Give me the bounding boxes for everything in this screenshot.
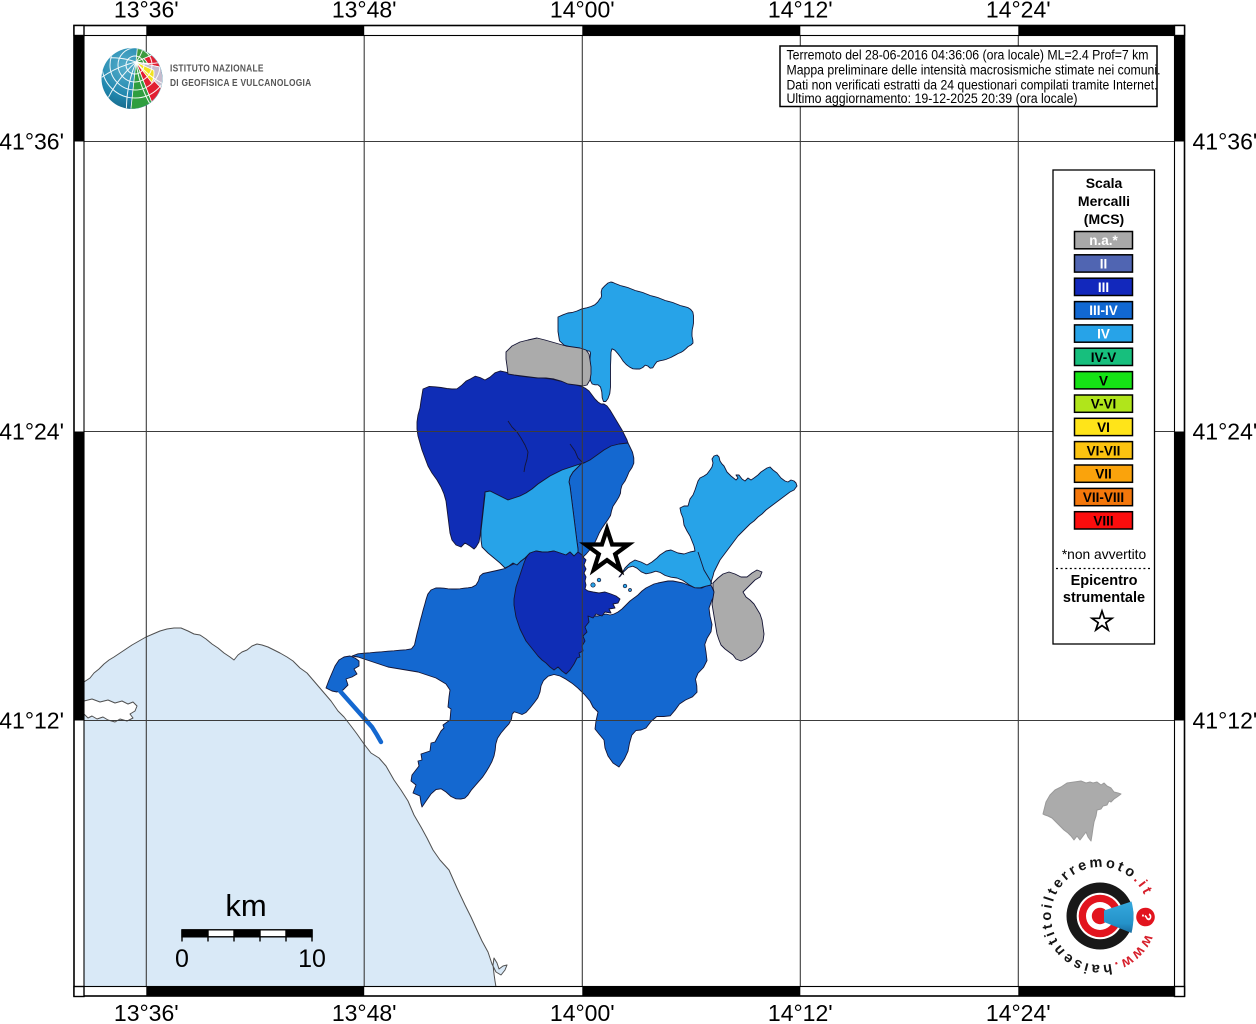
svg-text:13°48': 13°48' — [332, 1000, 397, 1024]
svg-text:Mercalli: Mercalli — [1078, 193, 1130, 209]
svg-text:?: ? — [1138, 911, 1154, 922]
svg-text:41°36': 41°36' — [0, 129, 64, 155]
svg-text:14°24': 14°24' — [986, 1000, 1051, 1024]
svg-text:h: h — [1102, 960, 1113, 977]
svg-text:VI-VII: VI-VII — [1087, 443, 1121, 458]
svg-text:41°12': 41°12' — [1193, 708, 1256, 734]
svg-text:(MCS): (MCS) — [1084, 211, 1124, 227]
svg-text:*non avvertito: *non avvertito — [1062, 547, 1147, 562]
svg-text:14°12': 14°12' — [768, 0, 833, 23]
svg-text:V: V — [1099, 373, 1108, 388]
svg-text:41°12': 41°12' — [0, 708, 64, 734]
svg-text:13°48': 13°48' — [332, 0, 397, 23]
svg-text:VII: VII — [1095, 467, 1112, 482]
svg-text:Ultimo aggiornamento: 19-12-20: Ultimo aggiornamento: 19-12-2025 20:39 (… — [787, 91, 1078, 107]
svg-text:VIII: VIII — [1093, 513, 1113, 528]
svg-text:13°36': 13°36' — [114, 0, 179, 23]
svg-text:14°24': 14°24' — [986, 0, 1051, 23]
svg-text:Dati non verificati estratti d: Dati non verificati estratti da 24 quest… — [787, 78, 1158, 94]
svg-text:l: l — [1041, 895, 1057, 904]
svg-text:Epicentro: Epicentro — [1071, 573, 1138, 589]
svg-text:41°24': 41°24' — [1193, 419, 1256, 445]
svg-text:41°24': 41°24' — [0, 419, 64, 445]
svg-text:III: III — [1098, 280, 1109, 295]
svg-text:t: t — [1045, 886, 1062, 898]
svg-text:V-VI: V-VI — [1091, 397, 1117, 412]
svg-text:II: II — [1100, 257, 1108, 272]
svg-text:Terremoto del 28-06-2016 04:36: Terremoto del 28-06-2016 04:36:06 (ora l… — [787, 48, 1149, 64]
svg-text:IV: IV — [1097, 327, 1110, 342]
svg-text:14°00': 14°00' — [550, 0, 615, 23]
svg-text:a: a — [1090, 960, 1100, 977]
svg-text:i: i — [1082, 959, 1090, 975]
svg-text:III-IV: III-IV — [1089, 303, 1118, 318]
svg-text:i: i — [1040, 903, 1056, 910]
svg-text:41°36': 41°36' — [1193, 129, 1256, 155]
svg-text:10: 10 — [298, 945, 326, 973]
svg-text:VI: VI — [1097, 420, 1110, 435]
svg-text:13°36': 13°36' — [114, 1000, 179, 1024]
svg-text:.: . — [1113, 958, 1122, 974]
svg-text:0: 0 — [175, 945, 189, 973]
svg-text:DI GEOFISICA E VULCANOLOGIA: DI GEOFISICA E VULCANOLOGIA — [170, 77, 311, 89]
svg-text:14°12': 14°12' — [768, 1000, 833, 1024]
svg-text:Scala: Scala — [1086, 175, 1123, 191]
svg-text:m: m — [1089, 855, 1103, 872]
svg-text:i: i — [1042, 930, 1058, 939]
svg-text:strumentale: strumentale — [1063, 590, 1145, 606]
svg-text:t: t — [1040, 922, 1057, 930]
svg-text:IV-V: IV-V — [1091, 350, 1117, 365]
svg-text:VII-VIII: VII-VIII — [1083, 490, 1124, 505]
svg-text:o: o — [1105, 855, 1117, 872]
svg-text:o: o — [1039, 912, 1055, 921]
svg-text:t: t — [1115, 859, 1126, 876]
svg-text:ISTITUTO NAZIONALE: ISTITUTO NAZIONALE — [170, 63, 264, 75]
svg-text:14°00': 14°00' — [550, 1000, 615, 1024]
svg-text:n.a.*: n.a.* — [1089, 233, 1118, 248]
svg-text:Mappa preliminare delle intens: Mappa preliminare delle intensità macros… — [787, 63, 1161, 79]
svg-text:km: km — [225, 888, 266, 923]
